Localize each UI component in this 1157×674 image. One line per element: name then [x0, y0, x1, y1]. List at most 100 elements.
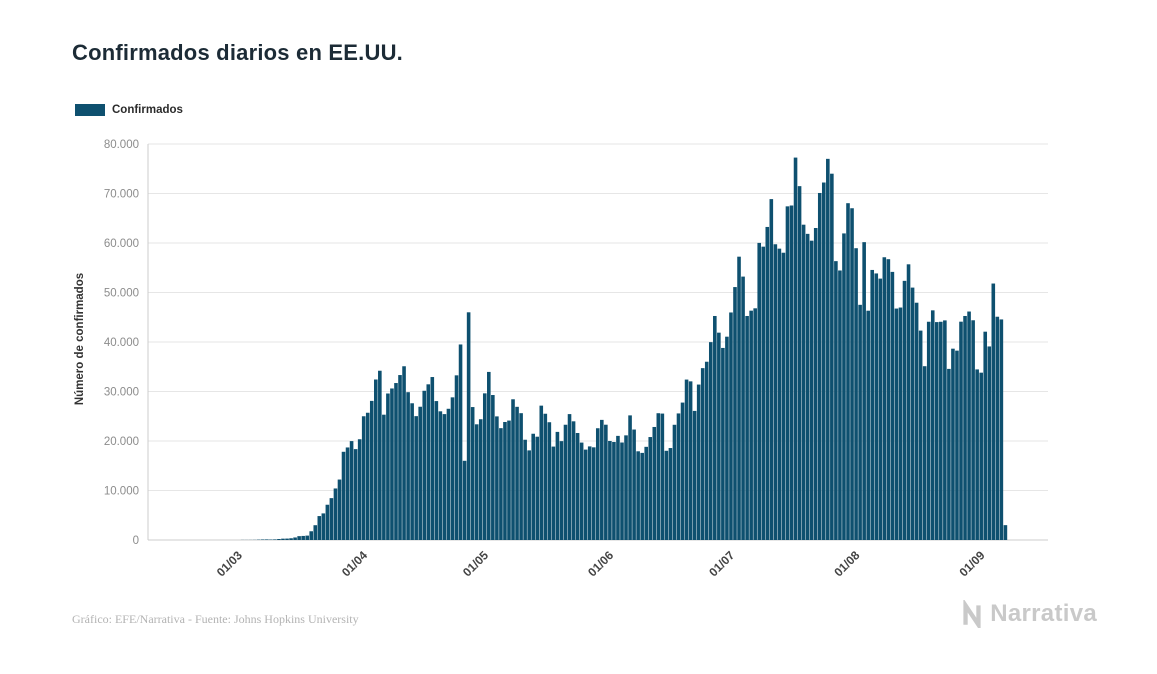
- bar: [882, 257, 887, 540]
- bar: [668, 448, 673, 540]
- bar: [963, 315, 967, 540]
- bar: [704, 361, 709, 540]
- bar: [337, 479, 342, 540]
- bar: [353, 449, 358, 540]
- bar: [361, 416, 366, 540]
- bar: [922, 366, 927, 540]
- x-tick-label: 01/05: [460, 548, 491, 579]
- bar: [261, 539, 265, 540]
- bar: [935, 322, 939, 540]
- y-tick-label: 0: [133, 535, 139, 547]
- bar: [737, 256, 741, 540]
- bar: [442, 414, 447, 540]
- bar: [789, 205, 794, 540]
- bar: [616, 435, 620, 540]
- bar-chart: 0 10.000 20.000 30.000 40.000 50.000 60.000 70.…: [104, 139, 1048, 579]
- bar: [733, 287, 737, 540]
- bar: [575, 433, 580, 540]
- bar: [365, 412, 370, 540]
- bar: [567, 414, 572, 540]
- bar: [999, 319, 1004, 540]
- bar: [757, 242, 762, 540]
- bar: [265, 539, 269, 540]
- bar: [386, 393, 390, 540]
- bar: [918, 330, 923, 540]
- bar: [555, 431, 560, 540]
- bar: [713, 315, 717, 540]
- bar: [462, 460, 467, 540]
- bar: [777, 248, 782, 540]
- bar: [858, 304, 862, 540]
- bar: [632, 429, 636, 540]
- bar: [579, 442, 584, 540]
- bar: [329, 498, 334, 540]
- bar: [821, 182, 826, 540]
- bar: [684, 379, 689, 540]
- bar: [636, 451, 640, 540]
- bar: [454, 375, 459, 540]
- bar: [846, 203, 850, 540]
- bar: [878, 278, 883, 540]
- bar: [729, 312, 733, 540]
- bar: [289, 538, 293, 540]
- bar: [753, 308, 757, 540]
- bar: [793, 157, 798, 540]
- bar: [995, 316, 1000, 540]
- bar: [721, 347, 725, 540]
- bar: [926, 321, 931, 540]
- bar: [894, 308, 899, 540]
- legend-label[interactable]: Confirmados: [112, 104, 183, 116]
- bar: [959, 321, 963, 540]
- bar: [805, 233, 810, 541]
- bar: [487, 371, 491, 540]
- bar: [914, 302, 919, 540]
- y-tick-label: 30.000: [104, 387, 139, 399]
- bar: [612, 441, 616, 540]
- narrativa-logo-text: Narrativa: [990, 600, 1097, 627]
- bar: [357, 439, 362, 540]
- legend[interactable]: Confirmados: [75, 104, 183, 116]
- bar: [696, 384, 701, 540]
- x-tick-label: 01/06: [585, 548, 616, 579]
- bar: [930, 310, 935, 540]
- bar: [608, 440, 612, 540]
- bar: [910, 287, 915, 540]
- bar: [450, 397, 455, 540]
- y-tick-label: 40.000: [104, 337, 139, 349]
- bar: [422, 390, 427, 540]
- bar: [870, 269, 875, 540]
- bar: [470, 407, 475, 540]
- bar: [672, 424, 677, 540]
- bar: [692, 410, 697, 540]
- x-tick-label: 01/03: [214, 548, 245, 579]
- bar: [890, 271, 895, 540]
- bar: [951, 348, 955, 540]
- bar: [374, 379, 378, 540]
- bar: [418, 406, 422, 540]
- bar: [809, 240, 814, 540]
- y-tick-label: 70.000: [104, 189, 139, 201]
- bar: [285, 538, 289, 540]
- bar: [446, 408, 451, 540]
- bar: [551, 446, 556, 540]
- bar: [321, 513, 326, 540]
- bar: [434, 401, 439, 540]
- bar: [708, 342, 713, 540]
- bar: [975, 369, 979, 540]
- bar: [769, 199, 774, 541]
- legend-swatch[interactable]: [75, 104, 105, 116]
- bar: [834, 261, 838, 540]
- bar: [341, 451, 346, 540]
- bar: [466, 312, 471, 540]
- bar: [297, 536, 301, 540]
- x-tick-label: 01/08: [831, 548, 862, 579]
- bar: [850, 208, 854, 540]
- bar: [906, 264, 911, 540]
- bar: [523, 439, 527, 540]
- bar: [281, 538, 285, 540]
- bar: [507, 420, 511, 540]
- source-credit: Gráfico: EFE/Narrativa - Fuente: Johns H…: [72, 612, 359, 626]
- bar: [628, 415, 632, 540]
- bar: [478, 419, 483, 540]
